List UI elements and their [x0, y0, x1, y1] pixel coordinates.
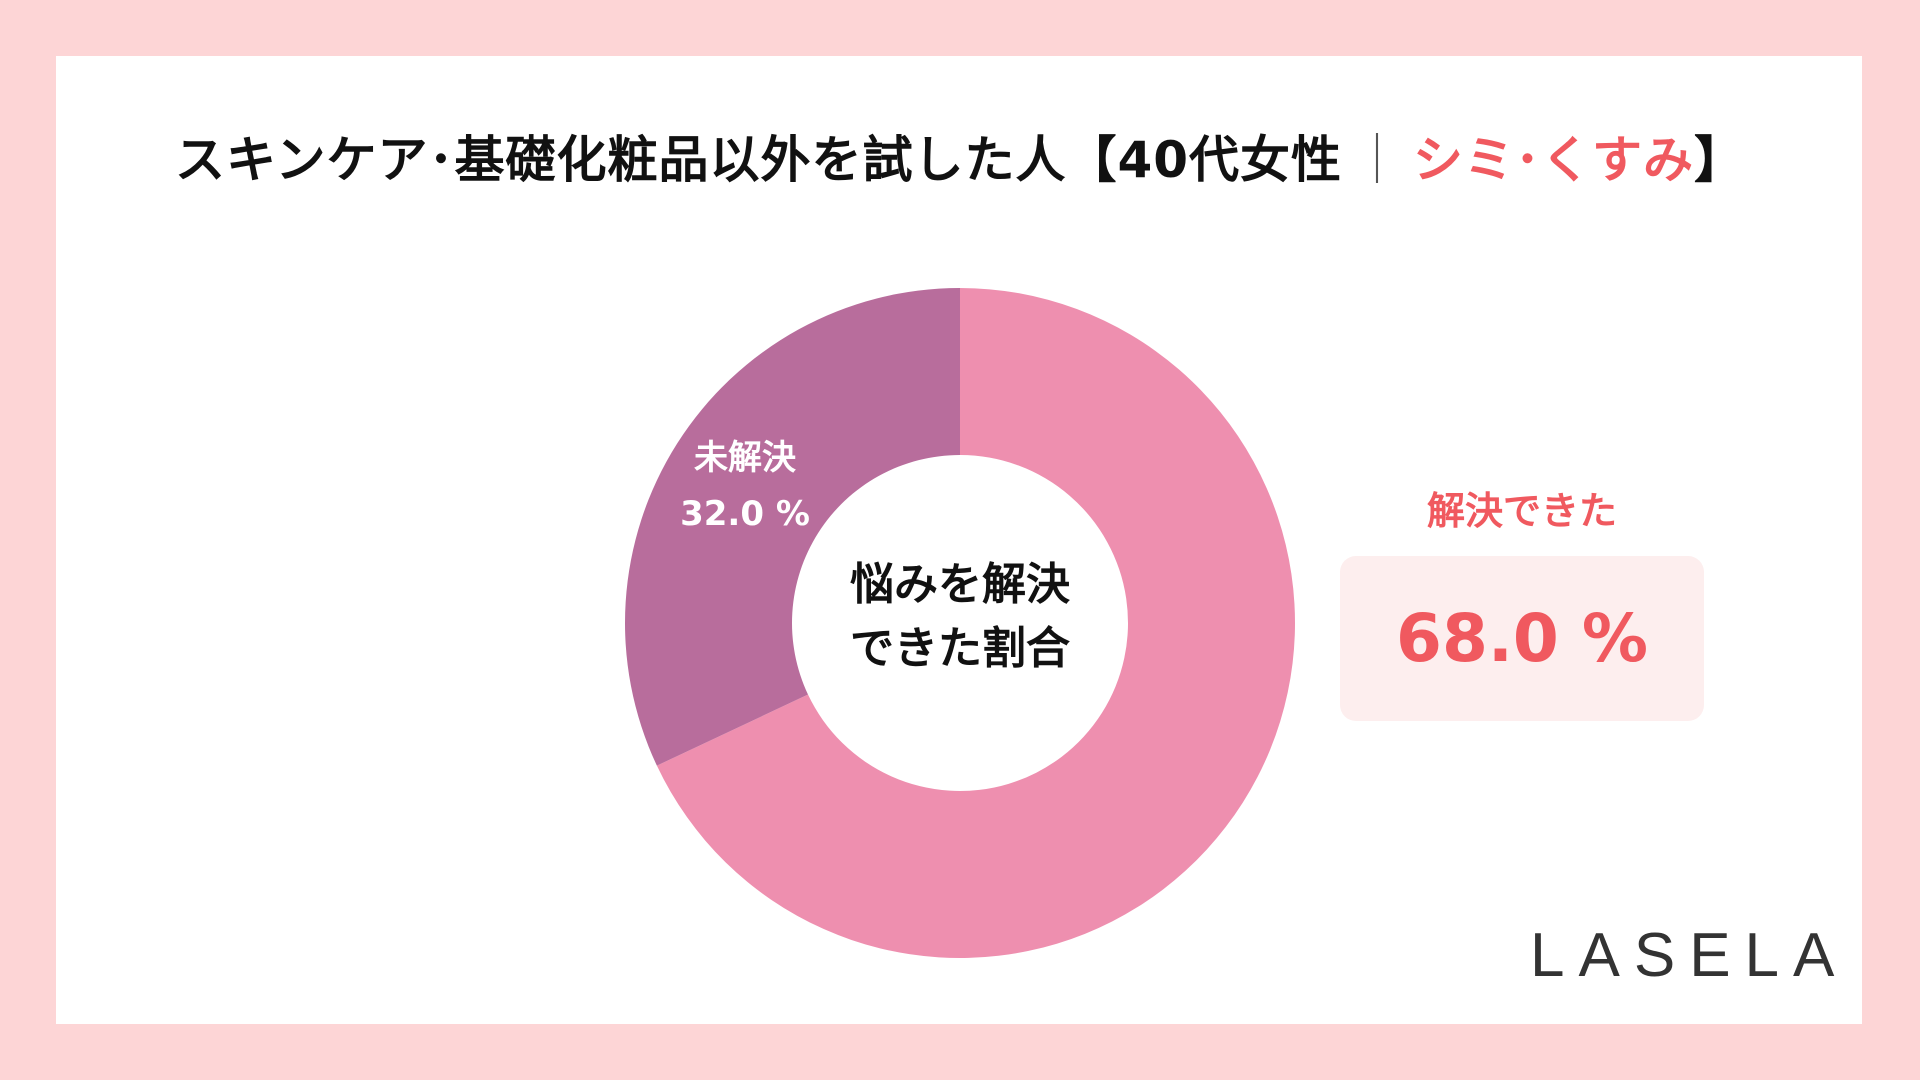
brand-logo: LASELA [1530, 921, 1849, 990]
slice-label-unresolved-value: 32.0 % [680, 494, 810, 534]
slice-label-unresolved-name: 未解決 [694, 438, 796, 478]
title-main: スキンケア･基礎化粧品以外を試した人【40代女性 [174, 131, 1343, 189]
chart-title: スキンケア･基礎化粧品以外を試した人【40代女性｜シミ･くすみ】 [0, 120, 1920, 192]
title-accent: シミ･くすみ [1413, 131, 1695, 189]
slice-label-unresolved: 未解決 32.0 % [660, 430, 830, 542]
title-separator: ｜ [1352, 131, 1404, 189]
center-label-line1: 悩みを解決 [850, 559, 1070, 610]
callout-title: 解決できた [1426, 489, 1617, 533]
title-close: 】 [1694, 131, 1746, 189]
slice-unresolved [625, 287, 960, 766]
center-label-line2: できた割合 [850, 623, 1070, 674]
callout-value: 68.0 % [1396, 600, 1648, 677]
donut-center-label: 悩みを解決 できた割合 [790, 553, 1130, 681]
slice-resolved [656, 288, 1295, 958]
callout-value-box: 68.0 % [1340, 556, 1704, 721]
